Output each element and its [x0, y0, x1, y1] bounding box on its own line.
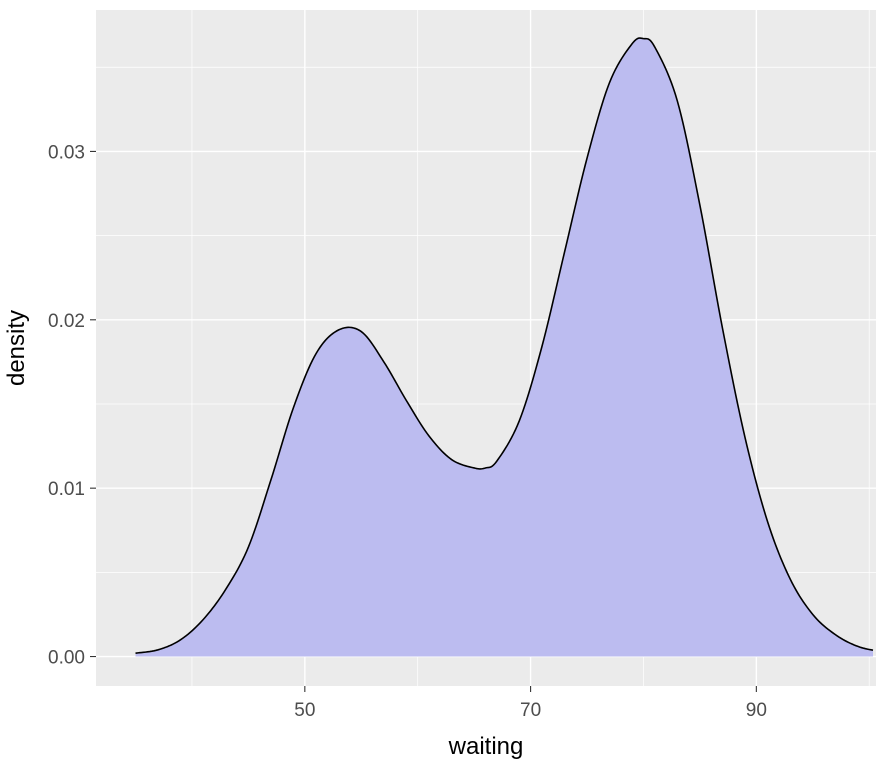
y-tick-label: 0.01 — [48, 479, 85, 500]
x-tick-label: 50 — [294, 700, 315, 721]
y-tick-label: 0.02 — [48, 311, 85, 332]
y-axis-ticks: 0.00 0.01 0.02 0.03 — [48, 142, 96, 669]
x-tick-label: 90 — [746, 700, 767, 721]
y-tick-label: 0.00 — [48, 648, 85, 669]
x-tick-label: 70 — [520, 700, 541, 721]
y-axis-title: density — [3, 310, 30, 386]
density-area — [135, 38, 873, 657]
x-axis-title: waiting — [448, 733, 524, 760]
y-tick-label: 0.03 — [48, 142, 85, 163]
x-axis-ticks: 50 70 90 — [294, 686, 767, 721]
density-curve — [135, 37, 874, 654]
